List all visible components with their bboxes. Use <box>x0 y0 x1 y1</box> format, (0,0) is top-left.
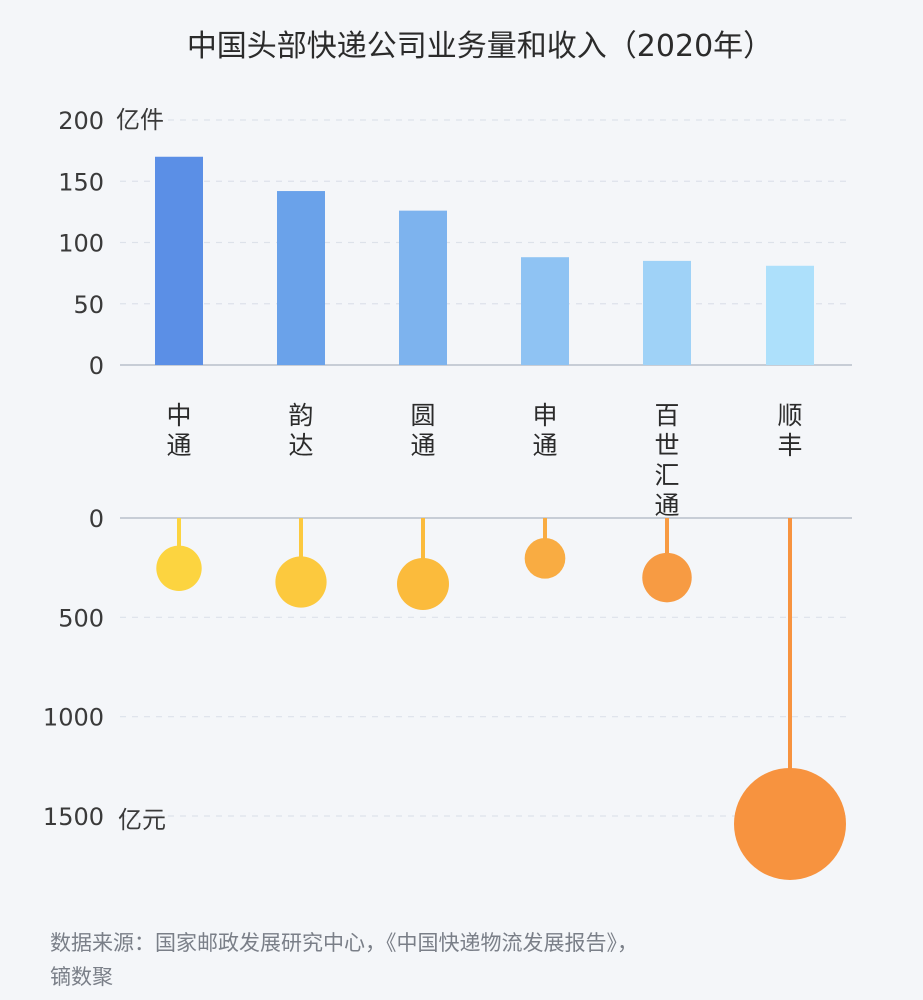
top-grid <box>120 119 852 366</box>
bubble <box>642 552 692 603</box>
category-label-char: 圆 <box>410 401 435 430</box>
category-label-char: 通 <box>410 431 435 460</box>
bar <box>766 265 814 365</box>
category-label-char: 申 <box>532 401 557 430</box>
category-label-char: 汇 <box>654 461 679 490</box>
category-label-char: 中 <box>166 401 191 430</box>
category-label-char: 达 <box>288 431 313 460</box>
top-y-tick-label: 0 <box>89 352 104 380</box>
top-y-tick-label: 100 <box>58 230 104 258</box>
bar <box>643 260 691 365</box>
category-label-char: 韵 <box>288 401 313 430</box>
chart-title: 中国头部快递公司业务量和收入（2020年） <box>187 29 773 64</box>
bar <box>155 156 203 365</box>
bottom-y-tick-label: 1500 <box>43 803 104 831</box>
category-label-char: 通 <box>166 431 191 460</box>
top-y-tick-label: 150 <box>58 168 104 196</box>
category-label-char: 通 <box>654 491 679 520</box>
bubble <box>734 767 846 880</box>
bottom-y-tick-label: 0 <box>89 505 104 533</box>
bar <box>277 191 325 365</box>
category-label-char: 顺 <box>777 401 802 430</box>
y-axis-ticks: 0 50 100 150 200 0 500 1000 1500 <box>43 107 104 831</box>
bar <box>521 257 569 365</box>
category-label-char: 世 <box>654 431 679 460</box>
bubble <box>275 556 327 608</box>
bottom-y-unit: 亿元 <box>118 806 166 834</box>
top-y-tick-label: 200 <box>58 107 104 135</box>
source-line-1: 数据来源：国家邮政发展研究中心，《中国快递物流发展报告》， <box>50 931 638 955</box>
bottom-grid <box>120 517 852 817</box>
category-label-char: 丰 <box>777 431 802 460</box>
category-label-char: 通 <box>532 431 557 460</box>
top-y-unit: 亿件 <box>116 106 164 134</box>
bubble <box>524 537 566 579</box>
source-line-2: 镝数聚 <box>50 965 113 989</box>
category-label-char: 百 <box>654 401 679 430</box>
bubble <box>156 545 202 591</box>
bottom-y-tick-label: 500 <box>58 604 104 632</box>
bar <box>399 210 447 365</box>
bubble <box>396 557 450 610</box>
bubble-series <box>156 518 846 880</box>
bottom-y-tick-label: 1000 <box>43 704 104 732</box>
bar-series <box>155 156 814 365</box>
top-y-tick-label: 50 <box>73 291 104 319</box>
